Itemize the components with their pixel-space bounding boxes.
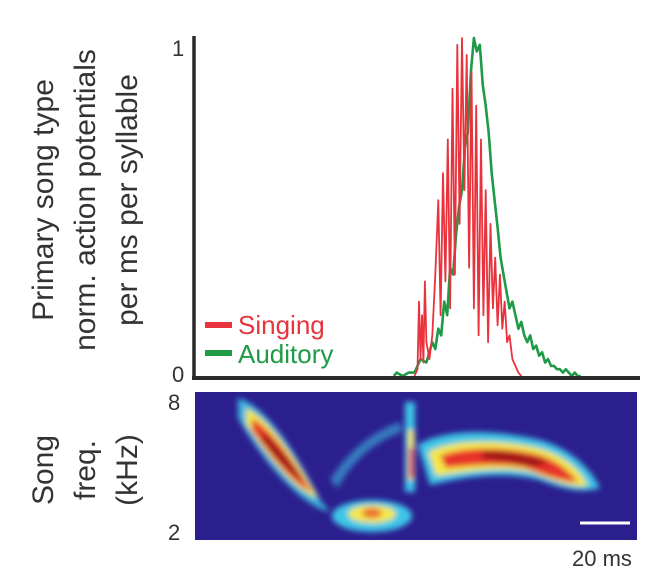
scale-bar-label: 20 ms (572, 546, 632, 570)
spectrogram-ylabel-line-3: (kHz) (111, 434, 144, 506)
spectrogram-ylabel-line-1: Song (27, 435, 60, 505)
series-layer (394, 38, 581, 376)
y-tick-label-bottom: 0 (172, 362, 184, 387)
spectrogram-ylabel: Song freq. (kHz) (27, 434, 144, 506)
rate-ylabel: Primary song type norm. action potential… (27, 49, 144, 351)
spectrogram-panel: Song freq. (kHz) 8 2 (27, 390, 637, 570)
freq-tick-label-bottom: 2 (168, 520, 180, 545)
rate-ylabel-line-3: per ms per syllable (111, 74, 144, 326)
series-line-singing (415, 38, 522, 376)
legend-label-auditory: Auditory (238, 339, 333, 369)
legend: Singing Auditory (205, 310, 333, 369)
syllable-4-click-red (409, 448, 414, 478)
rate-panel: Primary song type norm. action potential… (27, 36, 640, 387)
y-tick-label-top: 1 (172, 36, 184, 61)
syllable-3-core (362, 508, 382, 518)
rate-ylabel-line-1: Primary song type (27, 79, 60, 321)
rate-ylabel-line-2: norm. action potentials (69, 49, 102, 351)
legend-label-singing: Singing (238, 310, 325, 340)
freq-tick-label-top: 8 (168, 390, 180, 415)
spectrogram-ylabel-line-2: freq. (69, 440, 102, 500)
